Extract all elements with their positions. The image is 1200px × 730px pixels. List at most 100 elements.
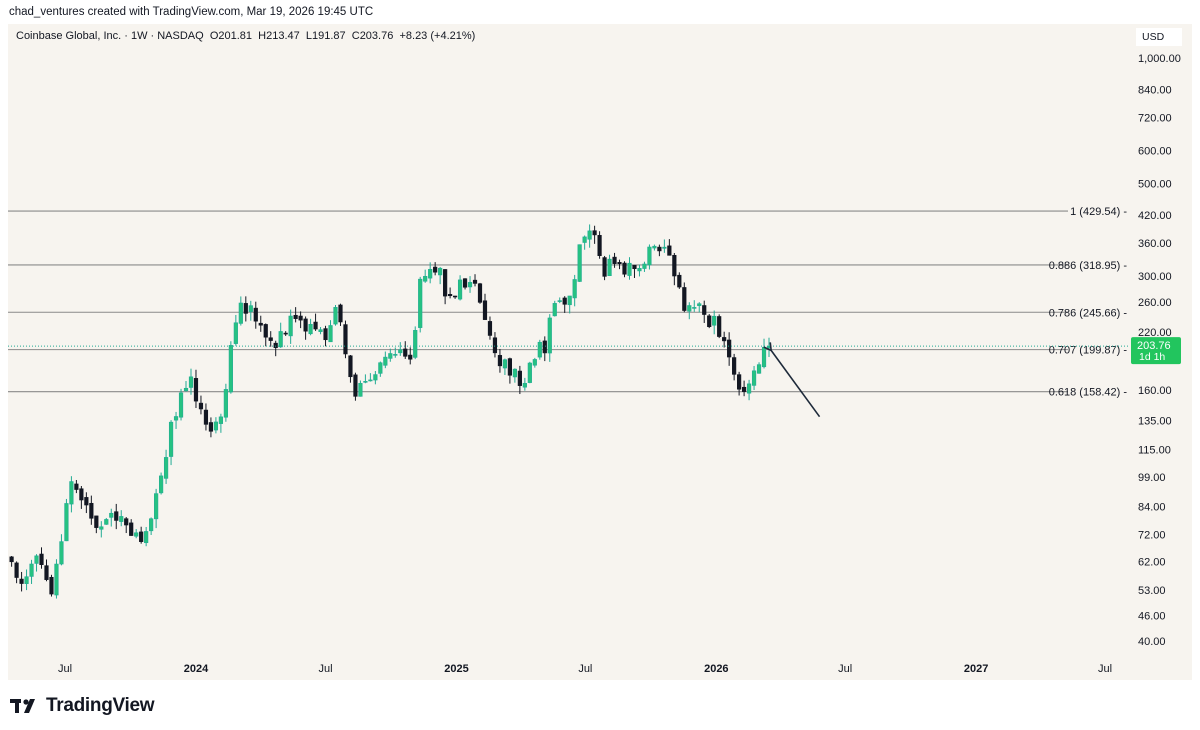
fib-label-0: 1 (429.54) - xyxy=(1070,206,1127,218)
candle-body xyxy=(14,562,19,578)
candle xyxy=(383,351,388,369)
candle xyxy=(492,332,498,358)
candle-body xyxy=(183,387,189,392)
candle-body xyxy=(677,274,682,288)
candle-body xyxy=(592,230,597,236)
candle xyxy=(193,369,199,409)
candle xyxy=(273,340,278,357)
candle-body xyxy=(497,355,503,367)
candle-body xyxy=(428,269,433,279)
candle-body xyxy=(612,256,617,264)
candle-body xyxy=(672,254,677,277)
fib-label-3: 0.707 (199.87) - xyxy=(1049,345,1128,357)
candle xyxy=(188,368,194,395)
candle-body xyxy=(702,305,707,315)
candle-body xyxy=(537,341,542,358)
candle-body xyxy=(472,279,478,284)
candle-body xyxy=(54,563,59,596)
candle xyxy=(353,372,358,401)
candle xyxy=(722,331,727,348)
candle-body xyxy=(313,321,318,330)
candle-body xyxy=(263,324,268,338)
x-tick-label: 2026 xyxy=(704,663,728,675)
candle xyxy=(702,300,707,323)
candle-body xyxy=(717,316,722,337)
candle xyxy=(692,300,697,312)
candle-body xyxy=(64,503,69,542)
price-axis[interactable]: 1,000.00 840.00 720.00 600.00 500.00 420.00 36… xyxy=(1138,53,1181,648)
candle xyxy=(428,262,433,284)
candle xyxy=(149,517,154,536)
candle xyxy=(318,327,323,335)
candle xyxy=(34,554,39,572)
candle xyxy=(433,262,438,276)
candle-body xyxy=(243,303,248,314)
y-tick-label: 46.00 xyxy=(1138,611,1166,623)
candle-body xyxy=(737,374,742,390)
candle xyxy=(697,302,702,313)
candle-body xyxy=(741,386,747,392)
candle-body xyxy=(154,493,159,520)
candle-body xyxy=(572,279,577,299)
currency-selector[interactable]: USD xyxy=(1136,28,1182,46)
tradingview-brand[interactable]: TradingView xyxy=(10,695,155,717)
candle xyxy=(178,388,184,421)
candle-body xyxy=(448,294,453,297)
candle-body xyxy=(751,370,757,386)
candle xyxy=(158,472,164,495)
candle xyxy=(737,371,742,396)
candle xyxy=(667,239,672,256)
candle xyxy=(228,341,233,394)
candle-body xyxy=(74,483,79,490)
candle xyxy=(233,314,238,346)
candle-body xyxy=(542,340,547,354)
fib-label-1: 0.886 (318.95) - xyxy=(1049,260,1128,272)
candle xyxy=(163,449,169,484)
candle-body xyxy=(682,287,687,311)
candle-body xyxy=(457,279,463,300)
candle-body xyxy=(114,511,119,521)
candle xyxy=(94,515,99,534)
candle xyxy=(64,498,69,542)
candle-body xyxy=(482,300,488,320)
candle xyxy=(712,310,717,335)
candle xyxy=(537,339,542,360)
candle xyxy=(59,534,64,566)
candle xyxy=(467,276,473,293)
y-tick-label: 500.00 xyxy=(1138,179,1172,191)
candle-body xyxy=(203,409,209,425)
candle-body xyxy=(462,278,468,288)
annotation-arrow[interactable] xyxy=(763,342,821,418)
candle xyxy=(54,559,59,599)
x-tick-label: Jul xyxy=(578,663,592,675)
candle xyxy=(647,244,652,270)
candle xyxy=(238,296,243,326)
candle-body xyxy=(512,368,517,378)
candle-body xyxy=(507,358,513,376)
candle-body xyxy=(368,379,373,382)
x-tick-label: Jul xyxy=(58,663,72,675)
candle-body xyxy=(19,578,24,584)
candle-body xyxy=(79,488,84,501)
candle xyxy=(652,244,657,251)
time-axis[interactable]: Jul 2024 Jul 2025 Jul 2026 Jul 2027 Jul xyxy=(58,663,1112,675)
candle xyxy=(577,244,582,282)
candle-body xyxy=(213,421,219,431)
candle-body xyxy=(522,382,527,388)
candle xyxy=(398,342,403,356)
candle-body xyxy=(373,374,378,381)
candle-body xyxy=(119,516,124,522)
candle xyxy=(567,295,572,314)
candle xyxy=(183,381,189,392)
candle-body xyxy=(268,337,273,341)
candle xyxy=(203,403,209,431)
candle-body xyxy=(363,381,368,383)
candle-body xyxy=(438,267,443,276)
candle xyxy=(328,320,333,343)
candle xyxy=(642,261,647,272)
chart-panel[interactable] xyxy=(8,24,1192,680)
candle xyxy=(403,341,408,359)
candle xyxy=(452,295,458,299)
